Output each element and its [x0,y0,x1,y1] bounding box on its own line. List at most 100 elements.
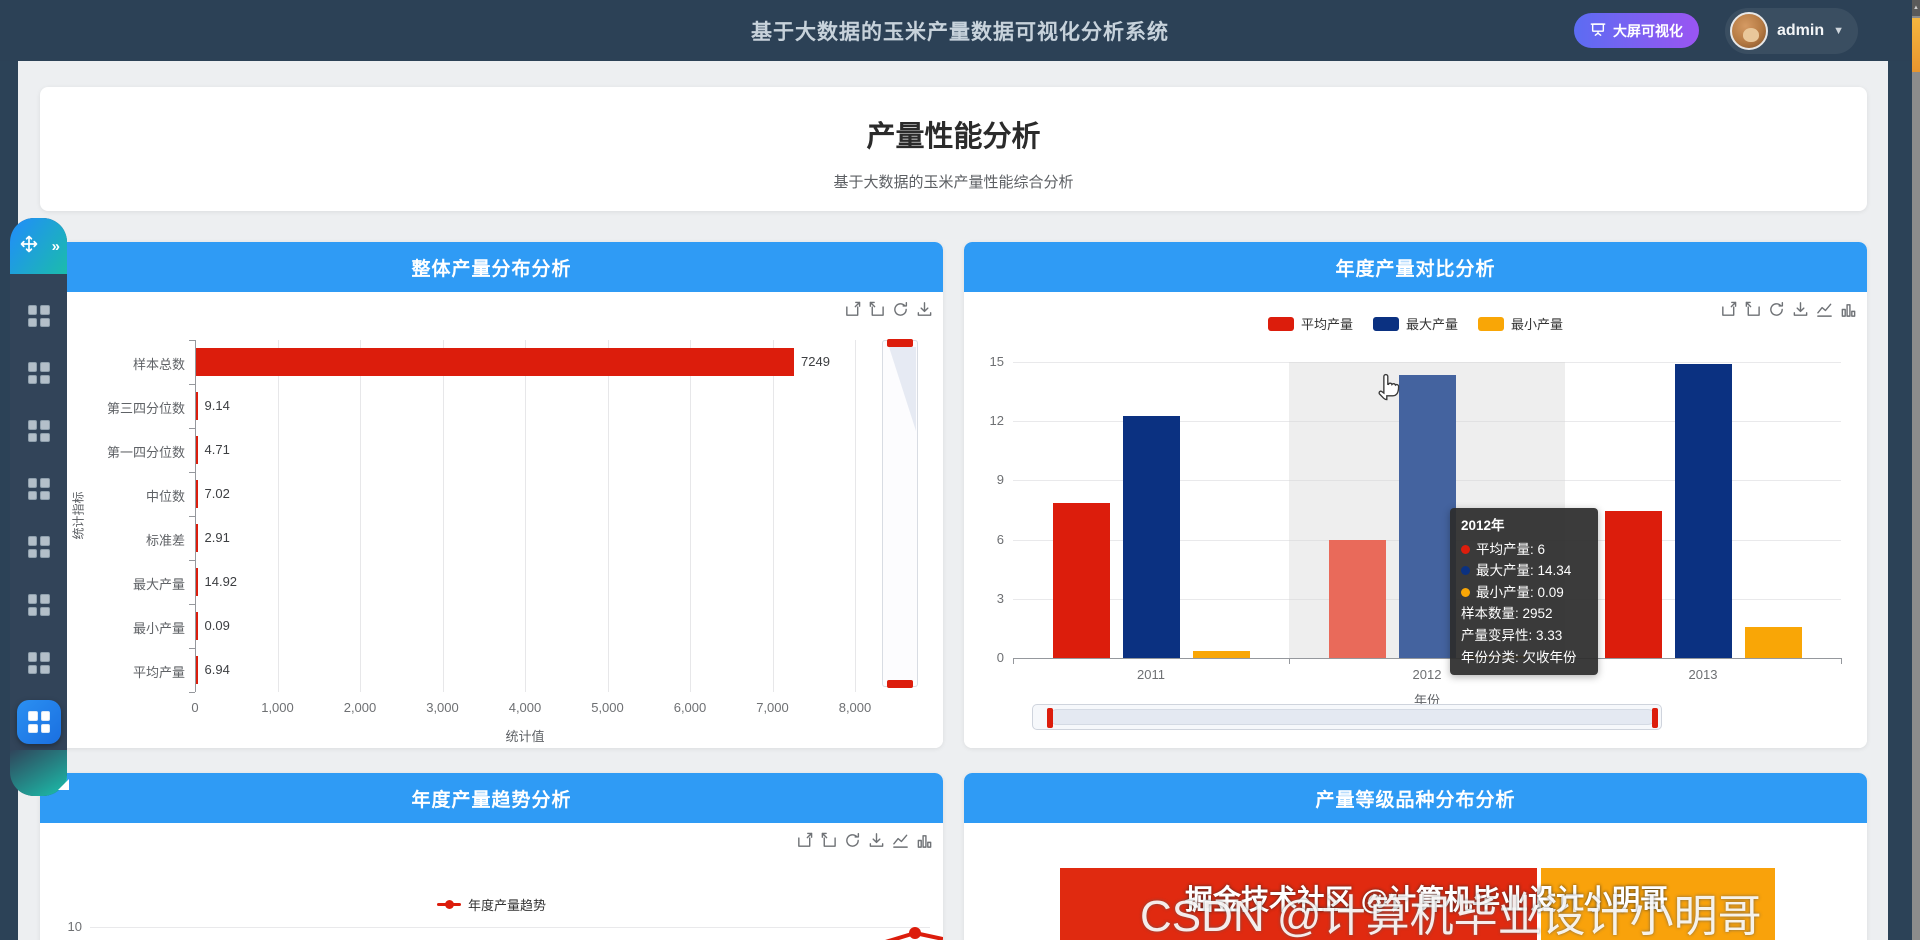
download-icon[interactable] [916,301,933,318]
category-label: 最大产量 [132,577,185,592]
legend-item[interactable]: 年度产量趋势 [436,895,546,914]
sidebar-item-active[interactable] [17,700,61,744]
bar-value-label: 0.09 [204,618,230,633]
y-tick-label: 10 [67,919,82,934]
stat-bar[interactable] [196,612,198,640]
resize-corner-icon[interactable] [58,779,69,790]
chart-card-yearly-trend: 年度产量趋势分析 年度产量趋势 10 [40,773,943,940]
bar-2012[interactable] [1468,656,1526,658]
datazoom-horizontal[interactable] [1032,704,1662,730]
x-axis-line [1013,658,1841,659]
chart-legend: 平均产量 最大产量 最小产量 [964,314,1867,333]
move-icon [19,234,39,259]
refresh-icon[interactable] [892,301,909,318]
distribution-chart: 样本总数 7249 第三四分位数 9.14 第一四分位数 4.71 中位数 7.02 标准差 2.… [40,292,943,748]
line-chart-icon[interactable] [1816,301,1833,318]
scrollbar-up-arrow[interactable]: ▲ [1912,0,1920,16]
gridline [607,340,609,692]
zoom-select-icon[interactable] [1720,301,1737,318]
bar-2012[interactable] [1398,375,1456,658]
axis-tick [189,560,195,561]
navbar-right-group: 大屏可视化 admin ▼ [1573,0,1858,61]
axis-tick [1013,658,1014,664]
category-label: 第一四分位数 [106,445,185,460]
big-screen-button[interactable]: 大屏可视化 [1573,13,1699,48]
stat-bar[interactable] [196,392,198,420]
stat-bar[interactable] [196,436,198,464]
treemap-block-orange[interactable] [1541,868,1775,940]
sidebar-drag-handle[interactable]: » [10,218,67,274]
stat-bar[interactable] [196,480,198,508]
page-scrollbar[interactable]: ▲ [1912,0,1920,940]
chart-toolbox [796,832,933,849]
main-content: 产量性能分析 基于大数据的玉米产量性能综合分析 整体产量分布分析 样本总数 724… [18,61,1888,940]
datazoom-selection[interactable] [1049,709,1656,725]
scrollbar-thumb[interactable] [1912,18,1920,72]
gridline [277,340,279,692]
sidebar-item-6[interactable] [27,594,50,616]
bar-value-label: 2.91 [204,530,230,545]
y-tick-label: 3 [996,590,1004,606]
collapse-chevrons-icon[interactable]: » [51,237,60,255]
bar-value-label: 14.92 [204,574,238,589]
chart-card-grade-distribution: 产量等级品种分布分析 [964,773,1867,940]
legend-item[interactable]: 平均产量 [1267,314,1353,333]
gridline [90,927,930,928]
presentation-board-icon [1590,21,1606,40]
stat-bar[interactable] [196,524,198,552]
datazoom-vertical[interactable] [882,339,918,688]
bar-2011[interactable] [1192,651,1250,658]
restore-icon[interactable] [1744,301,1761,318]
legend-label: 最小产量 [1511,317,1564,332]
floating-sidebar: » [10,218,69,796]
bar-value-label: 4.71 [204,442,230,457]
user-menu[interactable]: admin ▼ [1724,7,1858,54]
sidebar-item-1[interactable] [27,305,50,327]
axis-tick [189,340,195,341]
zoom-select-icon[interactable] [844,301,861,318]
bar-2011[interactable] [1122,416,1180,658]
refresh-icon[interactable] [844,832,861,849]
bar-2013[interactable] [1674,363,1732,658]
bar-chart-icon[interactable] [1840,301,1857,318]
restore-icon[interactable] [820,832,837,849]
gridline [442,340,444,692]
gridline [855,340,856,692]
bar-2012[interactable] [1328,539,1386,658]
bar-2013[interactable] [1744,627,1802,658]
download-icon[interactable] [1792,301,1809,318]
datazoom-handle-top[interactable] [887,339,913,347]
stat-bar[interactable] [196,656,198,684]
top-navbar: 基于大数据的玉米产量数据可视化分析系统 大屏可视化 admin ▼ [0,0,1920,61]
sidebar-item-7[interactable] [27,652,50,674]
download-icon[interactable] [868,832,885,849]
sidebar-item-3[interactable] [27,420,50,442]
treemap-block-red[interactable] [1060,868,1537,940]
username: admin [1776,21,1825,39]
legend-item[interactable]: 最小产量 [1478,314,1563,333]
sidebar-bottom-cap [10,750,69,796]
app-title: 基于大数据的玉米产量数据可视化分析系统 [751,20,1169,44]
bar-2013[interactable] [1604,510,1662,658]
axis-tick [1841,658,1842,664]
datazoom-handle-right[interactable] [1652,708,1658,728]
stat-bar[interactable] [196,568,198,596]
datazoom-handle-bottom[interactable] [887,680,913,688]
stat-bar[interactable] [196,348,795,376]
sidebar-item-5[interactable] [27,536,50,558]
datazoom-handle-left[interactable] [1047,708,1053,728]
bar-chart-icon[interactable] [916,832,933,849]
zoom-select-icon[interactable] [796,832,813,849]
sidebar-item-4[interactable] [27,478,50,500]
chart-title-distribution: 整体产量分布分析 [40,242,943,292]
legend-item[interactable]: 最大产量 [1372,314,1458,333]
refresh-icon[interactable] [1768,301,1785,318]
line-chart-icon[interactable] [892,832,909,849]
axis-tick [1289,658,1290,664]
restore-icon[interactable] [868,301,885,318]
y-axis-title: 统计指标 [71,491,86,540]
x-tick-label: 4,000 [508,700,542,715]
y-tick-label: 12 [989,413,1004,429]
bar-2011[interactable] [1052,503,1110,658]
sidebar-item-2[interactable] [27,362,50,384]
